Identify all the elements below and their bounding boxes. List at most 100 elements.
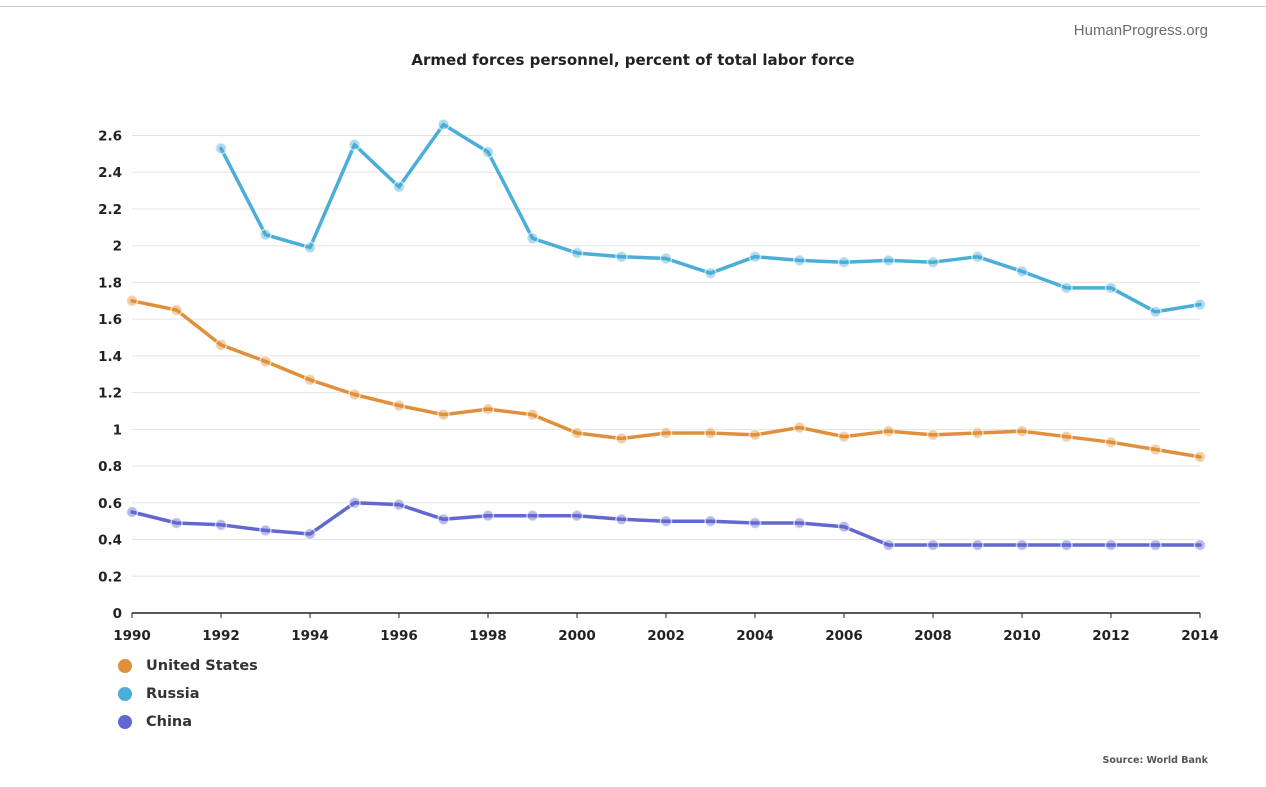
data-point-russia-1995 (348, 138, 361, 151)
data-point-russia-1993 (259, 228, 272, 241)
data-point-us-2012 (1104, 435, 1118, 449)
data-point-china-2005 (793, 516, 806, 530)
top-rule (0, 6, 1266, 7)
brand-label: HumanProgress.org (1073, 22, 1208, 39)
y-tick-label-13: 2.6 (98, 129, 122, 145)
data-point-russia-2010 (1015, 265, 1029, 278)
data-point-russia-1999 (526, 232, 539, 245)
data-point-china-2002 (659, 514, 673, 528)
data-point-us-2001 (615, 432, 628, 445)
legend-item-russia: Russia (118, 680, 258, 708)
data-point-us-2014 (1193, 450, 1207, 464)
data-point-russia-2000 (570, 246, 584, 260)
data-point-us-1994 (303, 373, 317, 387)
data-point-us-2003 (704, 426, 717, 440)
legend-swatch-china (118, 715, 132, 729)
data-point-us-2005 (793, 421, 806, 434)
source-note: Source: World Bank (1102, 755, 1208, 766)
y-tick-label-10: 2 (113, 239, 122, 255)
data-point-russia-2014 (1193, 298, 1207, 311)
data-point-china-2000 (570, 509, 584, 522)
legend: United States Russia China (118, 652, 258, 736)
x-tick-label-3: 1996 (380, 628, 418, 644)
y-tick-label-7: 1.4 (98, 349, 122, 365)
data-point-china-1991 (170, 516, 183, 530)
data-point-russia-2003 (704, 266, 717, 280)
data-point-china-1999 (526, 509, 539, 522)
legend-item-us: United States (118, 652, 258, 680)
x-tick-label-8: 2006 (825, 628, 863, 644)
y-tick-label-0: 0 (113, 606, 122, 622)
data-point-us-1993 (259, 355, 272, 368)
series-line-us (130, 299, 1202, 459)
data-point-china-2006 (837, 520, 851, 533)
data-point-us-2009 (971, 426, 984, 440)
data-point-china-1990 (125, 505, 139, 519)
data-point-china-2008 (926, 538, 940, 552)
y-tick-label-1: 0.2 (98, 569, 122, 585)
data-point-russia-1997 (437, 118, 450, 131)
x-tick-label-11: 2012 (1092, 628, 1130, 644)
data-point-us-2008 (926, 428, 940, 442)
y-tick-label-11: 2.2 (98, 202, 122, 218)
data-point-russia-2002 (659, 252, 673, 265)
data-point-russia-2013 (1149, 305, 1162, 319)
data-point-china-1992 (214, 518, 228, 532)
data-point-russia-2004 (748, 250, 762, 263)
data-point-us-1998 (481, 402, 495, 416)
y-tick-label-3: 0.6 (98, 496, 122, 512)
x-tick-label-2: 1994 (291, 628, 329, 644)
series-line-china (130, 501, 1202, 547)
data-point-china-2012 (1104, 538, 1118, 552)
x-tick-label-1: 1992 (202, 628, 240, 644)
data-point-russia-2008 (926, 255, 940, 269)
data-point-russia-1996 (392, 180, 406, 194)
data-point-us-2006 (837, 430, 851, 443)
data-point-russia-1994 (303, 241, 317, 254)
y-tick-label-6: 1.2 (98, 386, 122, 402)
data-point-us-2004 (748, 428, 762, 442)
x-tick-label-5: 2000 (558, 628, 596, 644)
legend-item-china: China (118, 708, 258, 736)
data-point-china-2011 (1060, 538, 1073, 552)
x-tick-label-6: 2002 (647, 628, 685, 644)
data-point-china-2004 (748, 516, 762, 530)
data-point-china-2003 (704, 514, 717, 528)
data-point-china-1994 (303, 527, 317, 541)
y-tick-label-8: 1.6 (98, 312, 122, 328)
data-point-us-2000 (570, 426, 584, 440)
chart-title: Armed forces personnel, percent of total… (411, 51, 855, 69)
data-point-russia-2009 (971, 250, 984, 263)
data-point-russia-2007 (882, 254, 895, 267)
legend-swatch-russia (118, 687, 132, 701)
data-point-us-1997 (437, 408, 450, 421)
data-point-china-2007 (882, 538, 895, 552)
legend-swatch-us (118, 659, 132, 673)
y-tick-label-9: 1.8 (98, 275, 122, 291)
x-tick-label-4: 1998 (469, 628, 507, 644)
data-point-us-2011 (1060, 430, 1073, 443)
data-point-china-2014 (1193, 538, 1207, 552)
data-point-china-1996 (392, 498, 406, 511)
data-point-china-1995 (348, 496, 361, 510)
data-point-russia-1998 (481, 145, 495, 159)
y-tick-label-4: 0.8 (98, 459, 122, 475)
y-tick-label-2: 0.4 (98, 533, 122, 549)
data-point-us-1991 (170, 303, 183, 317)
data-point-us-2007 (882, 424, 895, 438)
legend-label-russia: Russia (146, 686, 200, 702)
data-point-china-2010 (1015, 538, 1029, 552)
data-point-china-2009 (971, 538, 984, 552)
data-point-russia-1992 (214, 142, 228, 155)
x-tick-label-7: 2004 (736, 628, 774, 644)
x-tick-label-0: 1990 (113, 628, 151, 644)
data-point-china-1998 (481, 509, 495, 522)
data-point-russia-2005 (793, 254, 806, 267)
data-point-russia-2006 (837, 255, 851, 269)
x-tick-label-12: 2014 (1181, 628, 1219, 644)
x-tick-label-10: 2010 (1003, 628, 1041, 644)
x-tick-label-9: 2008 (914, 628, 952, 644)
data-point-us-1995 (348, 388, 361, 401)
data-point-us-1996 (392, 399, 406, 412)
